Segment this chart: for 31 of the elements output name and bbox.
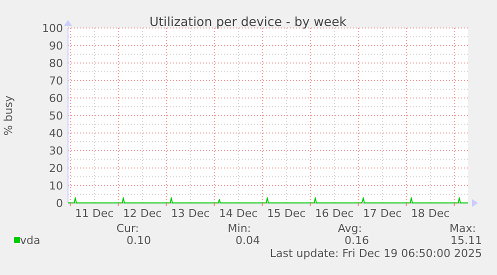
y-tick-label: 0 bbox=[56, 196, 63, 210]
y-tick-label: 20 bbox=[49, 162, 63, 175]
chart-title: Utilization per device - by week bbox=[149, 14, 348, 29]
x-tick-label: 17 Dec bbox=[362, 207, 402, 220]
text: 0.16 bbox=[344, 234, 369, 247]
y-tick-label: 10 bbox=[49, 179, 63, 192]
y-tick-label: 90 bbox=[49, 39, 63, 52]
y-tick-label: 80 bbox=[49, 56, 63, 70]
y-tick-label: 30 bbox=[49, 144, 63, 158]
x-tick-label: 18 Dec bbox=[410, 207, 450, 220]
legend-label: vda bbox=[20, 234, 40, 247]
y-axis-title: % busy bbox=[2, 94, 15, 136]
y-tick-label: 40 bbox=[49, 126, 63, 140]
y-tick-label: 50 bbox=[49, 109, 63, 122]
text: 0.10 bbox=[126, 234, 151, 247]
x-tick-label: 12 Dec bbox=[122, 207, 162, 220]
text: Last update: Fri Dec 19 06:50:00 2025 bbox=[270, 247, 482, 260]
x-tick-label: 14 Dec bbox=[218, 207, 258, 220]
x-tick-label: 13 Dec bbox=[170, 207, 210, 220]
x-tick-label: 11 Dec bbox=[74, 207, 114, 220]
text: Cur: bbox=[116, 222, 139, 235]
x-tick-label: 16 Dec bbox=[314, 207, 354, 220]
y-tick-label: 60 bbox=[49, 92, 63, 105]
text: 15.11 bbox=[450, 234, 482, 247]
text: 0.04 bbox=[236, 234, 260, 247]
text: Avg: bbox=[338, 222, 362, 235]
text: Max: bbox=[450, 222, 476, 235]
x-tick-label: 15 Dec bbox=[266, 207, 306, 220]
y-tick-label: 100 bbox=[42, 22, 63, 35]
y-tick-label: 70 bbox=[49, 74, 63, 88]
text: Min: bbox=[228, 222, 251, 235]
